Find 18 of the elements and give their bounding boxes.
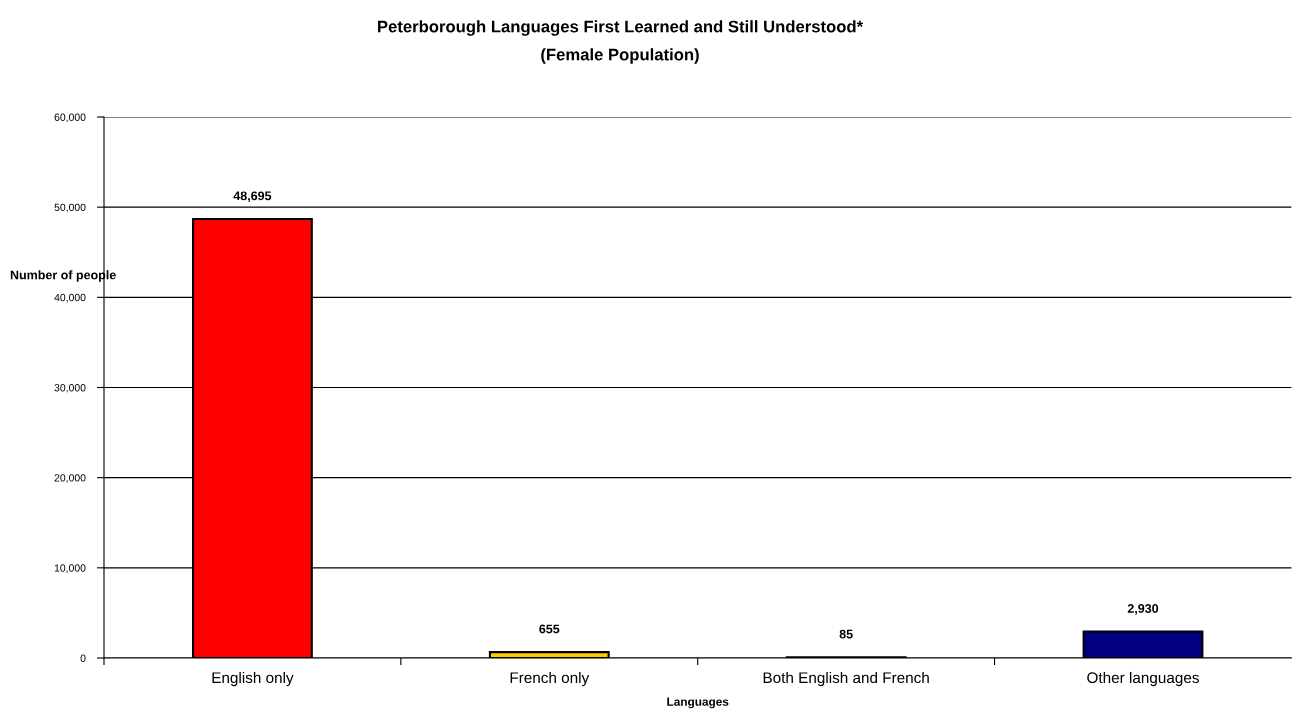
x-tick-label: English only [212,671,294,687]
y-tick-label: 20,000 [54,474,86,483]
data-label: 48,695 [233,191,272,203]
y-tick-label: 30,000 [54,384,86,393]
x-tick-label: Other languages [1087,671,1199,687]
y-tick-label: 60,000 [54,113,86,123]
chart-subtitle: (Female Population) [541,48,699,64]
data-label: 655 [539,624,560,634]
chart-title: Peterborough Languages First Learned and Still Understood* [378,20,864,36]
y-tick-label: 0 [80,654,86,662]
data-label: 2,930 [1127,604,1159,615]
y-tick-label: 10,000 [54,564,86,573]
x-tick-label: French only [510,671,590,687]
y-tick-label: 50,000 [54,203,86,213]
x-tick-label: Both English and French [763,671,929,687]
data-label: 85 [839,629,853,639]
x-axis-title: Languages [667,697,729,709]
y-tick-label: 40,000 [54,293,86,303]
